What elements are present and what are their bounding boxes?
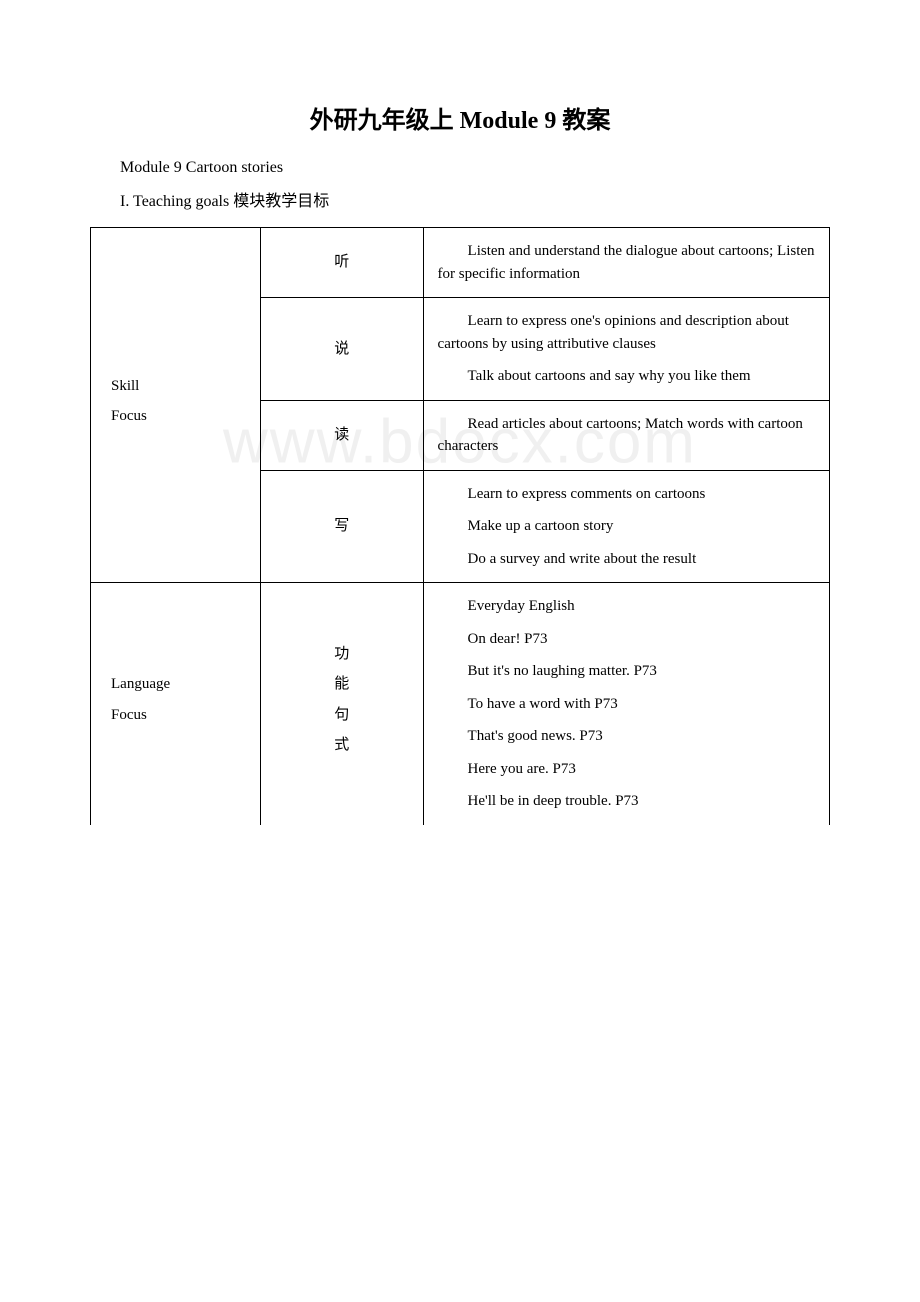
- table-row: Skill Focus 听 Listen and understand the …: [91, 228, 830, 298]
- content-paragraph: Talk about cartoons and say why you like…: [438, 365, 815, 388]
- content-read: Read articles about cartoons; Match word…: [423, 400, 829, 470]
- content-paragraph: To have a word with P73: [438, 693, 815, 716]
- content-listen: Listen and understand the dialogue about…: [423, 228, 829, 298]
- label-line: Focus: [111, 704, 246, 727]
- aspect-read: 读: [260, 400, 423, 470]
- aspect-speak: 说: [260, 298, 423, 401]
- content-paragraph: On dear! P73: [438, 628, 815, 651]
- content-paragraph: Do a survey and write about the result: [438, 548, 815, 571]
- intro-teaching-goals: I. Teaching goals 模块教学目标: [120, 187, 830, 211]
- aspect-char: 式: [275, 734, 409, 757]
- aspect-function-sentences: 功 能 句 式: [260, 583, 423, 825]
- aspect-listen: 听: [260, 228, 423, 298]
- aspect-char: 功: [275, 643, 409, 666]
- aspect-write: 写: [260, 470, 423, 583]
- content-speak: Learn to express one's opinions and desc…: [423, 298, 829, 401]
- document-content: 外研九年级上 Module 9 教案 Module 9 Cartoon stor…: [90, 100, 830, 825]
- goals-table: Skill Focus 听 Listen and understand the …: [90, 227, 830, 825]
- content-paragraph: Learn to express one's opinions and desc…: [438, 310, 815, 355]
- content-paragraph: Everyday English: [438, 595, 815, 618]
- intro-module: Module 9 Cartoon stories: [120, 159, 830, 177]
- section-label-skill-focus: Skill Focus: [91, 228, 261, 583]
- label-line: Focus: [111, 405, 246, 428]
- content-paragraph: Read articles about cartoons; Match word…: [438, 413, 815, 458]
- content-function-sentences: Everyday English On dear! P73 But it's n…: [423, 583, 829, 825]
- label-line: Language: [111, 673, 246, 696]
- aspect-char: 句: [275, 704, 409, 727]
- content-paragraph: Here you are. P73: [438, 758, 815, 781]
- content-paragraph: Make up a cartoon story: [438, 515, 815, 538]
- content-paragraph: He'll be in deep trouble. P73: [438, 790, 815, 813]
- page-title: 外研九年级上 Module 9 教案: [90, 100, 830, 135]
- label-line: Skill: [111, 375, 246, 398]
- content-paragraph: Listen and understand the dialogue about…: [438, 240, 815, 285]
- content-paragraph: That's good news. P73: [438, 725, 815, 748]
- content-paragraph: But it's no laughing matter. P73: [438, 660, 815, 683]
- aspect-char: 能: [275, 673, 409, 696]
- content-write: Learn to express comments on cartoons Ma…: [423, 470, 829, 583]
- content-paragraph: Learn to express comments on cartoons: [438, 483, 815, 506]
- table-row: Language Focus 功 能 句 式 Everyday English …: [91, 583, 830, 825]
- section-label-language-focus: Language Focus: [91, 583, 261, 825]
